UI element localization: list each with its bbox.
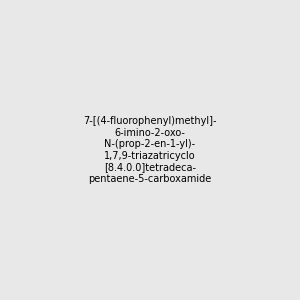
Text: 7-[(4-fluorophenyl)methyl]-
6-imino-2-oxo-
N-(prop-2-en-1-yl)-
1,7,9-triazatricy: 7-[(4-fluorophenyl)methyl]- 6-imino-2-ox… bbox=[83, 116, 217, 184]
